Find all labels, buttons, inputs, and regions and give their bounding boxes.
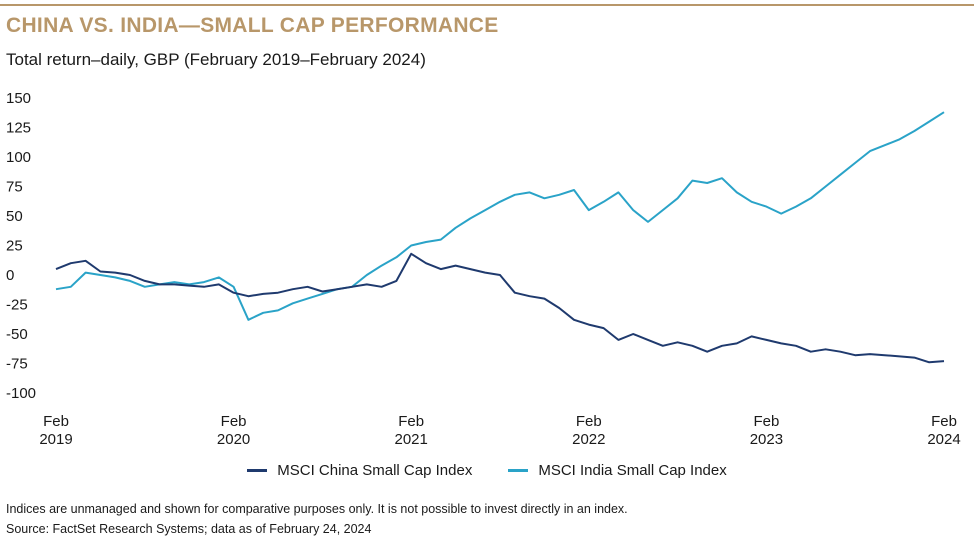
disclaimer-note: Indices are unmanaged and shown for comp…	[6, 502, 628, 516]
y-tick-label: -50	[6, 326, 28, 343]
chart-title: CHINA VS. INDIA—SMALL CAP PERFORMANCE	[6, 14, 499, 37]
x-tick-label-month: Feb	[931, 413, 957, 430]
x-tick-label-month: Feb	[398, 413, 424, 430]
legend-item-india: MSCI India Small Cap Index	[508, 462, 727, 479]
x-tick-label-month: Feb	[576, 413, 602, 430]
y-tick-label: 75	[6, 179, 23, 196]
legend: MSCI China Small Cap Index MSCI India Sm…	[0, 462, 974, 479]
y-tick-label: 25	[6, 238, 23, 255]
y-tick-label: 0	[6, 267, 14, 284]
x-tick-label-month: Feb	[221, 413, 247, 430]
x-tick-label-month: Feb	[43, 413, 69, 430]
y-tick-label: 125	[6, 120, 31, 137]
series-line-india	[55, 111, 945, 321]
source-note: Source: FactSet Research Systems; data a…	[6, 522, 372, 536]
x-tick-label-month: Feb	[753, 413, 779, 430]
legend-label-india: MSCI India Small Cap Index	[538, 462, 727, 479]
legend-swatch-india	[508, 469, 529, 472]
x-tick-label-year: 2020	[217, 431, 250, 448]
y-tick-label: -25	[6, 297, 28, 314]
legend-swatch-china	[247, 469, 268, 472]
x-tick-label-year: 2019	[39, 431, 72, 448]
x-tick-label-year: 2023	[750, 431, 783, 448]
y-tick-label: -75	[6, 356, 28, 373]
y-tick-label: 100	[6, 149, 31, 166]
y-tick-label: -100	[6, 385, 36, 402]
top-rule	[0, 4, 974, 6]
x-tick-label-year: 2022	[572, 431, 605, 448]
y-tick-label: 150	[6, 90, 31, 107]
y-tick-label: 50	[6, 208, 23, 225]
x-tick-label-year: 2024	[927, 431, 960, 448]
legend-label-china: MSCI China Small Cap Index	[277, 462, 473, 479]
series-line-china	[55, 252, 945, 364]
x-tick-label-year: 2021	[395, 431, 428, 448]
line-chart: 1501251007550250-25-50-75-100Feb2019Feb2…	[6, 90, 961, 448]
legend-item-china: MSCI China Small Cap Index	[247, 462, 472, 479]
chart-subtitle: Total return–daily, GBP (February 2019–F…	[6, 50, 426, 69]
